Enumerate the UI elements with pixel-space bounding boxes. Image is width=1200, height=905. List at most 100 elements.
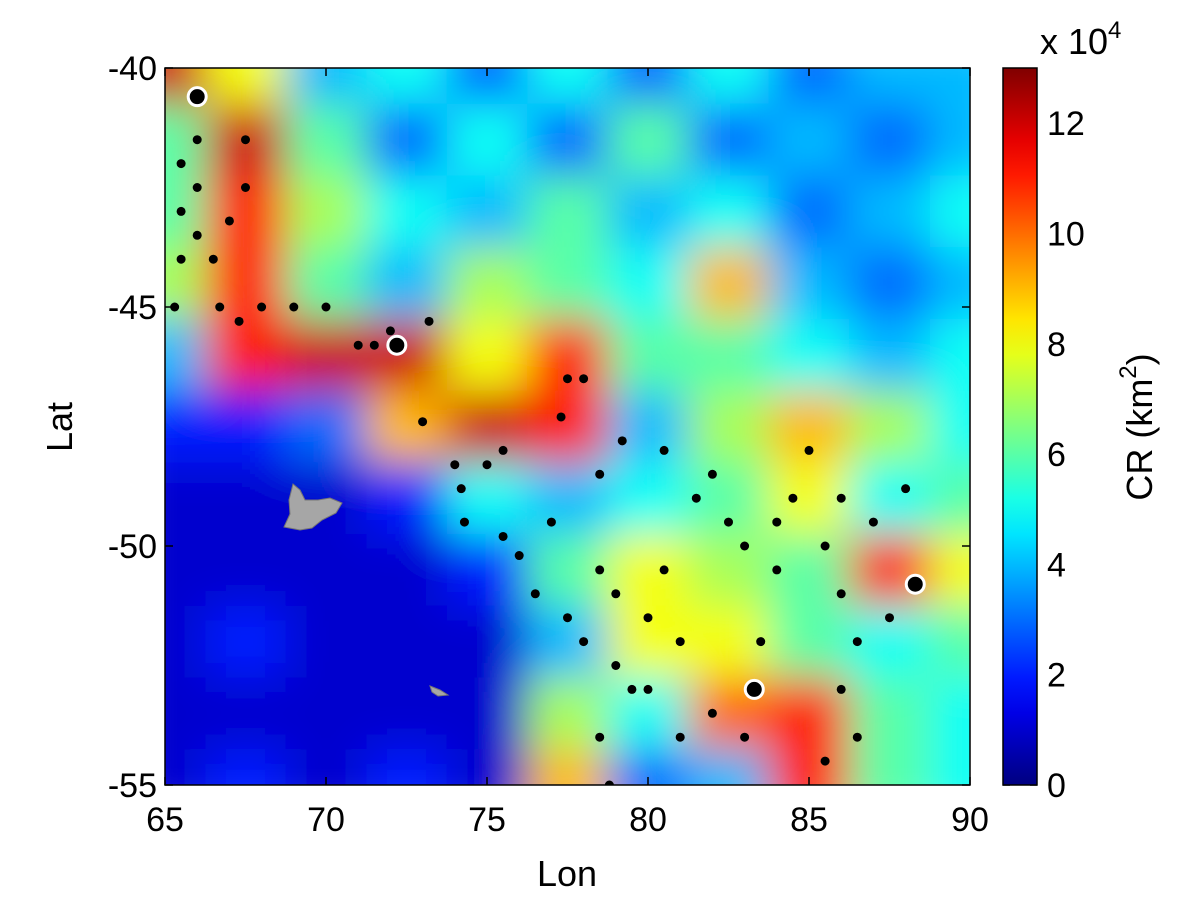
heat-cell	[688, 68, 770, 105]
heat-cell	[527, 247, 609, 320]
colorbar-tick-label: 2	[1047, 657, 1066, 695]
heat-cell	[205, 677, 287, 750]
point	[659, 445, 669, 455]
point	[820, 756, 830, 766]
heat-cell	[366, 68, 448, 105]
heat-cell	[366, 318, 448, 392]
heat-cell	[446, 103, 528, 177]
multiplier-base: x 10	[1040, 21, 1108, 62]
point	[595, 732, 605, 742]
heat-cell	[446, 462, 528, 535]
point	[192, 230, 202, 240]
point	[611, 661, 621, 670]
heat-cell	[205, 605, 287, 678]
heat-cell	[366, 390, 448, 463]
heat-cell	[688, 175, 770, 248]
heat-cell	[527, 462, 609, 535]
point	[369, 340, 379, 350]
heat-cell	[366, 462, 448, 535]
y-axis-label: Lat	[39, 402, 80, 452]
point	[836, 493, 846, 503]
point	[756, 637, 766, 647]
heat-cell	[285, 318, 367, 392]
heat-cell	[929, 103, 970, 177]
point	[740, 732, 750, 742]
point	[788, 493, 798, 503]
heat-cell	[527, 534, 609, 607]
point	[707, 469, 717, 479]
heat-cell	[768, 462, 850, 535]
point	[772, 517, 782, 527]
point	[556, 412, 566, 422]
point	[820, 541, 830, 551]
point	[289, 302, 299, 312]
point	[595, 469, 605, 479]
colorbar-label: CR (km2)	[1115, 353, 1160, 500]
point	[643, 613, 653, 623]
heat-cell	[366, 103, 448, 177]
point	[176, 206, 186, 216]
x-tick-label: 75	[468, 801, 506, 839]
heat-cell	[366, 175, 448, 248]
heat-cell	[446, 677, 528, 750]
heat-cell	[688, 749, 770, 785]
y-tick-label: -45	[108, 289, 157, 327]
point	[456, 484, 466, 494]
point	[208, 254, 218, 264]
point	[579, 374, 589, 384]
heat-cell	[688, 534, 770, 607]
heat-cell	[849, 247, 931, 320]
heat-cell	[527, 175, 609, 248]
point	[563, 374, 572, 384]
heat-cell	[929, 318, 970, 392]
heat-cell	[768, 103, 850, 177]
point	[604, 780, 614, 785]
x-tick-label: 80	[629, 801, 667, 839]
point	[724, 517, 733, 527]
heat-cell	[527, 68, 609, 105]
heat-cell	[205, 68, 287, 105]
multiplier-exponent: 4	[1108, 17, 1121, 44]
point	[385, 326, 395, 336]
heat-cell	[849, 462, 931, 535]
heatmap	[165, 68, 970, 785]
heat-cell	[165, 749, 206, 785]
point	[617, 436, 627, 446]
point	[611, 589, 621, 599]
heat-cell	[165, 605, 206, 678]
heat-cell	[929, 462, 970, 535]
axes: 65 70 75 80 85 90 -55 -50 -45 -40 0 2 4 6 8 10 12	[108, 50, 1085, 839]
heat-cell	[366, 749, 448, 785]
heat-cell	[849, 390, 931, 463]
heat-cell	[527, 749, 609, 785]
x-tick-label: 85	[790, 801, 828, 839]
point	[498, 445, 508, 455]
point	[885, 613, 894, 623]
point	[170, 302, 180, 312]
heat-cell	[607, 103, 689, 177]
island	[283, 483, 343, 531]
heat-cell	[527, 390, 609, 463]
point	[852, 637, 862, 647]
y-tick-label: -50	[108, 528, 157, 566]
x-tick-label: 70	[307, 801, 345, 839]
heat-cell	[929, 749, 970, 785]
heat-cell	[366, 247, 448, 320]
x-tick-label: 90	[951, 801, 989, 839]
point	[498, 531, 508, 541]
heat-cell	[366, 605, 448, 678]
point	[234, 316, 244, 326]
heat-cell	[688, 605, 770, 678]
point	[836, 684, 846, 694]
heat-cell	[849, 68, 931, 105]
colorbar-tick-label: 10	[1047, 215, 1085, 253]
heat-cell	[165, 462, 206, 535]
colorbar-tick-label: 0	[1047, 767, 1066, 805]
point	[563, 613, 572, 623]
heat-cell	[768, 677, 850, 750]
island	[429, 685, 450, 697]
colorbar-tick-label: 12	[1047, 105, 1085, 143]
point	[643, 684, 653, 694]
heat-cell	[688, 247, 770, 320]
